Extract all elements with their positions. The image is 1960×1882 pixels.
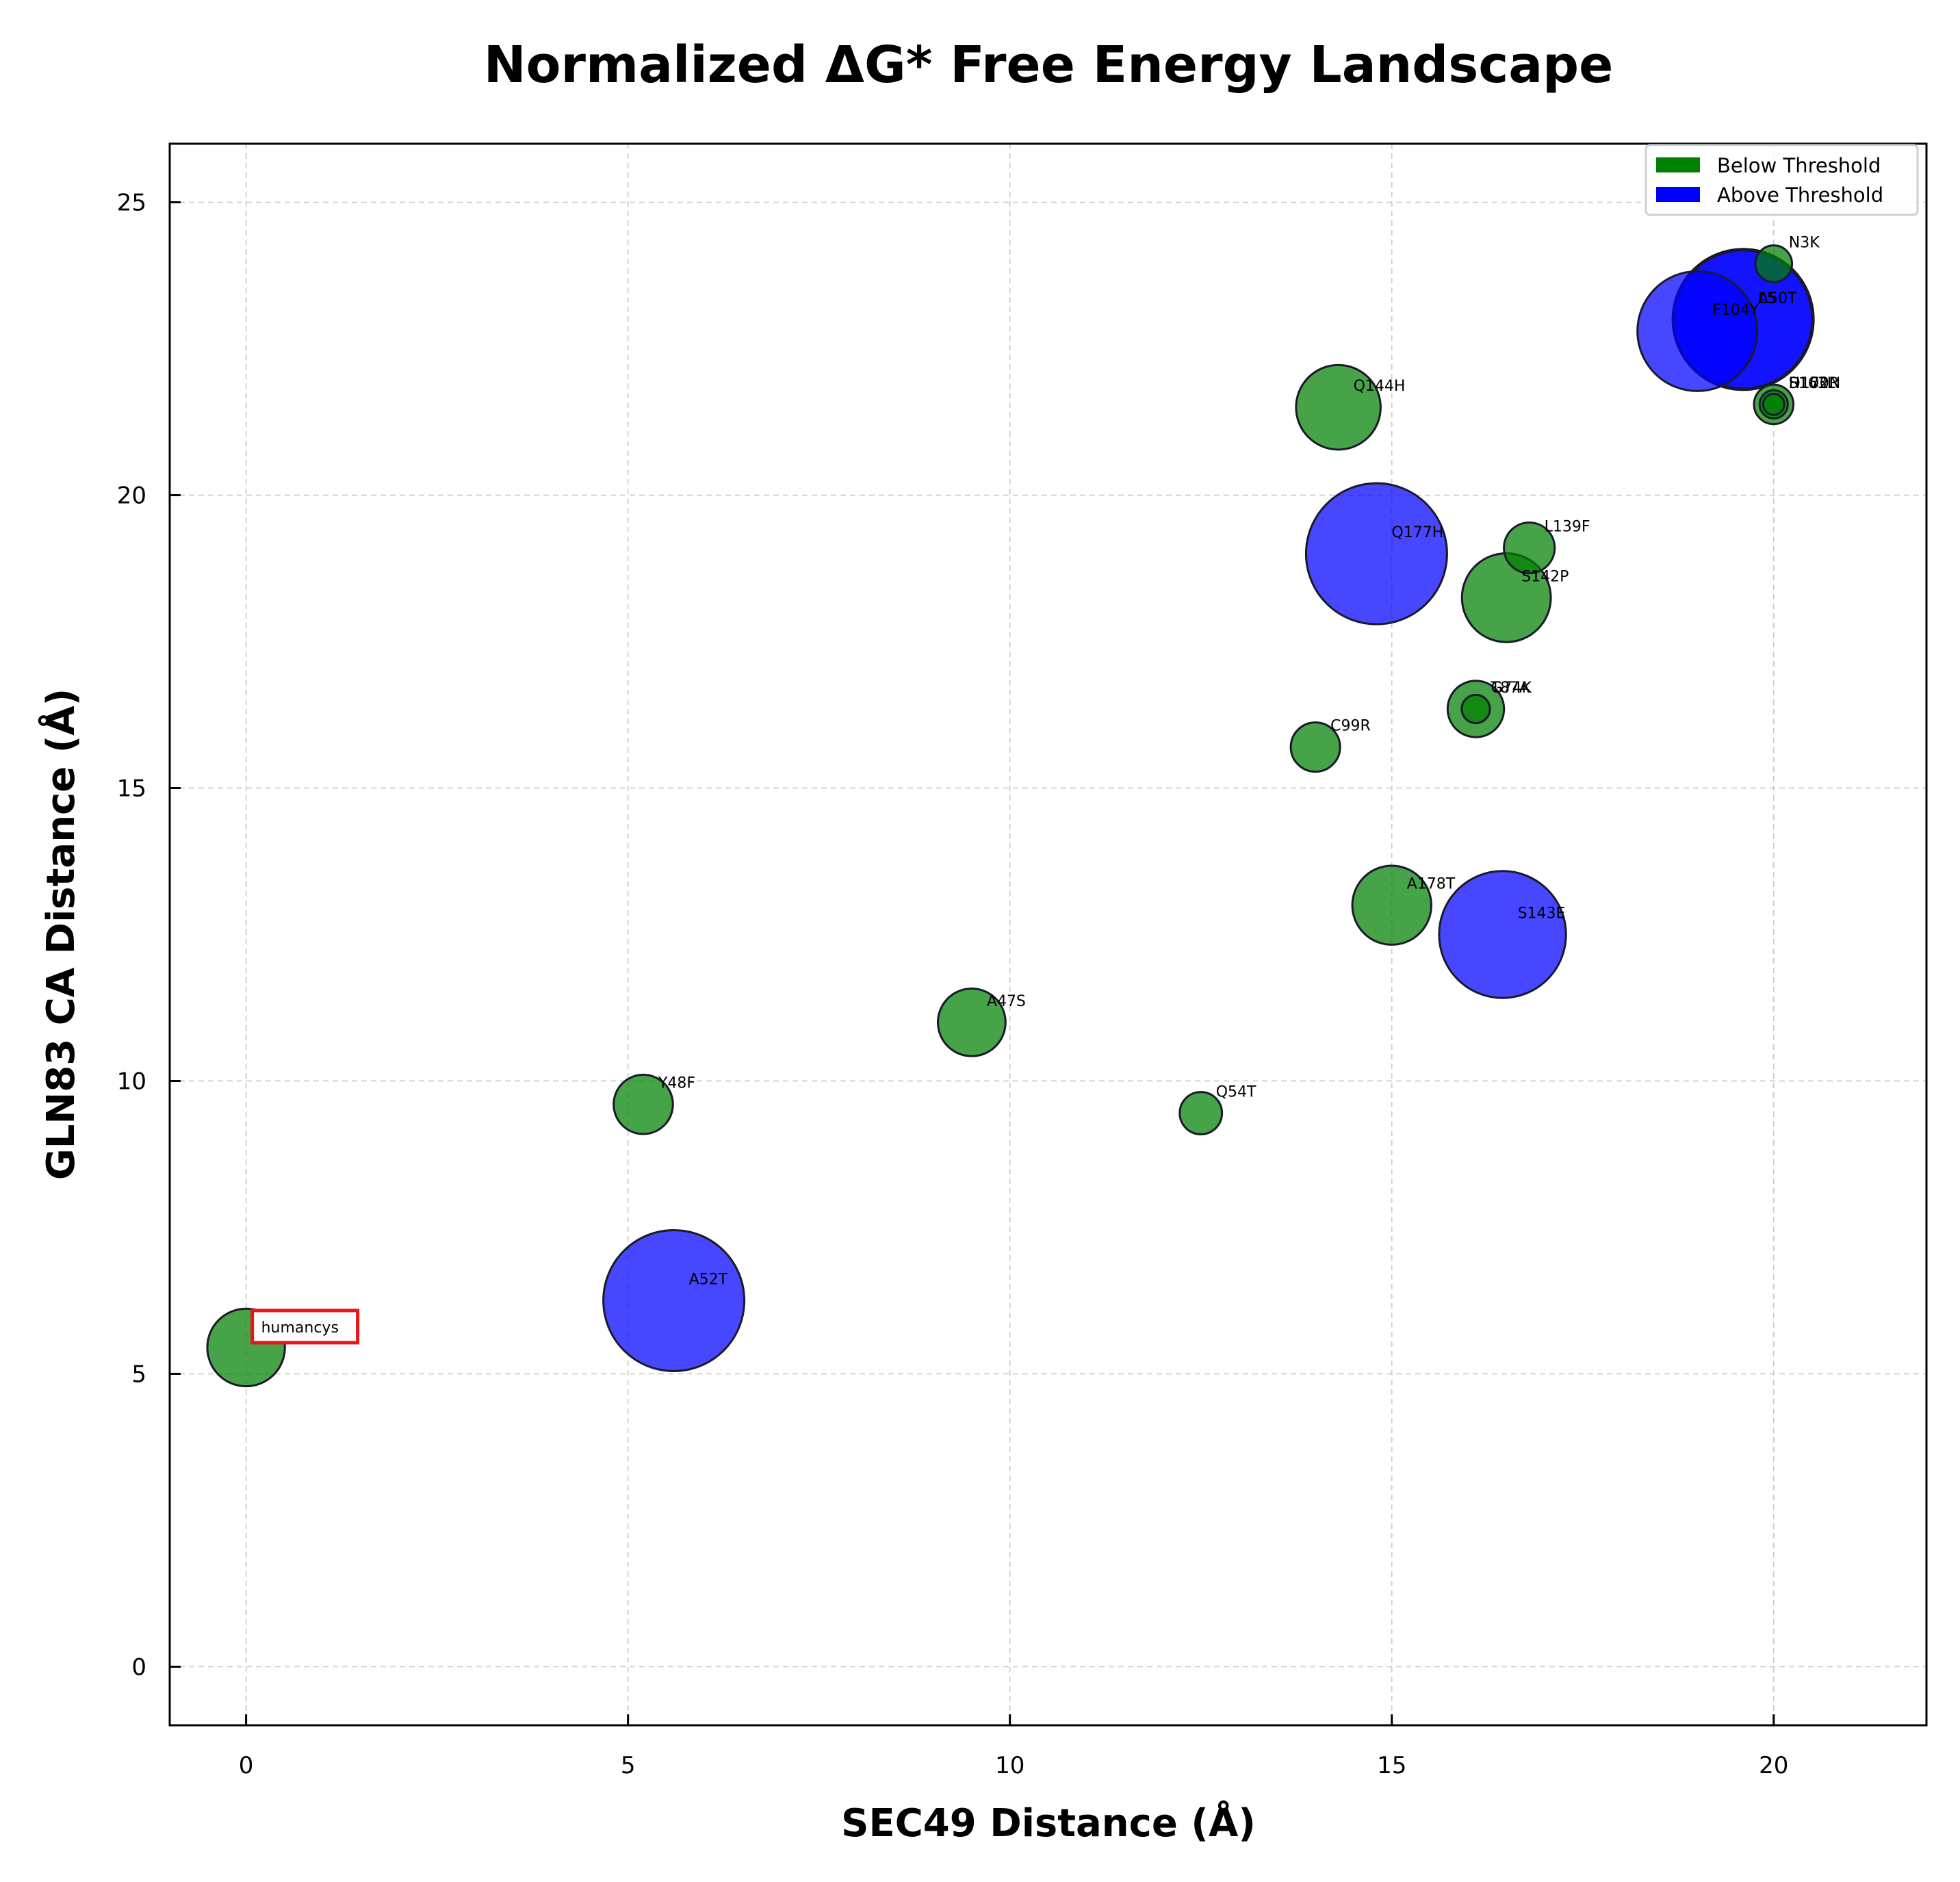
point-label-g74k: G74K bbox=[1491, 680, 1532, 697]
data-point-f104y bbox=[1636, 270, 1759, 392]
point-label-s163l: S163L bbox=[1789, 375, 1836, 392]
legend-label-below: Below Threshold bbox=[1717, 154, 1881, 177]
x-tick-label: 5 bbox=[621, 1752, 636, 1779]
y-tick-label: 25 bbox=[117, 190, 146, 217]
x-axis-label: SEC49 Distance (Å) bbox=[841, 1801, 1256, 1846]
data-point-s143e bbox=[1438, 870, 1567, 999]
point-label-s143e: S143E bbox=[1518, 905, 1566, 923]
data-point-n3k bbox=[1754, 244, 1794, 283]
data-point-d170n bbox=[1762, 392, 1785, 416]
point-label-q54t: Q54T bbox=[1216, 1084, 1256, 1101]
point-label-n3k: N3K bbox=[1789, 234, 1820, 251]
point-label-l139f: L139F bbox=[1545, 519, 1590, 536]
point-label-t87a: T87A bbox=[1491, 680, 1530, 697]
data-point-y48f bbox=[612, 1073, 674, 1135]
legend-box bbox=[1645, 144, 1919, 216]
point-label-f104y: F104Y bbox=[1712, 302, 1759, 319]
data-point-a52t bbox=[602, 1228, 746, 1372]
y-tick-label: 5 bbox=[131, 1361, 146, 1388]
x-tick-label: 0 bbox=[239, 1752, 254, 1779]
point-label-y48f: Y48F bbox=[658, 1075, 695, 1092]
axis-ticks: 0 5 10 15 20 0 5 10 15 20 25 bbox=[117, 190, 1789, 1779]
point-label-l5: L5 bbox=[1758, 290, 1776, 307]
point-label-q144h: Q144H bbox=[1354, 378, 1406, 395]
data-point-l139f bbox=[1503, 521, 1556, 575]
point-label-d170n: D170N bbox=[1789, 375, 1840, 392]
point-label-s142p: S142P bbox=[1521, 568, 1569, 585]
legend-label-above: Above Threshold bbox=[1717, 183, 1883, 207]
point-label-a47s: A47S bbox=[987, 993, 1026, 1010]
x-tick-label: 20 bbox=[1759, 1752, 1788, 1779]
chart-title: Normalized ΔG* Free Energy Landscape bbox=[484, 36, 1614, 94]
point-label-c99r: C99R bbox=[1330, 718, 1371, 735]
data-point-a178t bbox=[1351, 864, 1432, 946]
data-point-a47s bbox=[936, 987, 1007, 1057]
point-label-q177h: Q177H bbox=[1391, 524, 1443, 541]
point-label-a52t: A52T bbox=[689, 1271, 728, 1288]
data-point-c99r bbox=[1289, 721, 1341, 773]
y-tick-label: 0 bbox=[131, 1653, 146, 1681]
x-tick-label: 15 bbox=[1377, 1752, 1406, 1779]
grid-lines bbox=[170, 144, 1926, 1725]
y-tick-label: 15 bbox=[117, 775, 146, 803]
legend-swatch-above bbox=[1656, 187, 1700, 202]
point-label-a50t: A50T bbox=[1758, 290, 1797, 307]
plot-area: humancys Y48F A52T A47S Q54T C99R Q144H Q177H A1… bbox=[206, 234, 1840, 1388]
legend-swatch-below bbox=[1656, 157, 1700, 172]
data-point-q177h bbox=[1304, 482, 1448, 626]
legend: Below Threshold Above Threshold bbox=[1645, 144, 1919, 216]
point-label-humancys: humancys bbox=[261, 1319, 339, 1337]
point-label-h102r: H102R bbox=[1789, 375, 1840, 392]
axes-frame bbox=[168, 142, 1928, 1727]
highlight-box bbox=[250, 1309, 360, 1345]
y-tick-label: 20 bbox=[117, 482, 146, 510]
y-axis-label: GLN83 CA Distance (Å) bbox=[38, 688, 83, 1181]
data-point-q144h bbox=[1295, 363, 1382, 451]
y-tick-label: 10 bbox=[117, 1068, 146, 1095]
data-point-g74k bbox=[1460, 693, 1491, 725]
point-label-a178t: A178T bbox=[1407, 876, 1456, 893]
x-tick-label: 10 bbox=[995, 1752, 1024, 1779]
data-point-q54t bbox=[1178, 1091, 1224, 1135]
